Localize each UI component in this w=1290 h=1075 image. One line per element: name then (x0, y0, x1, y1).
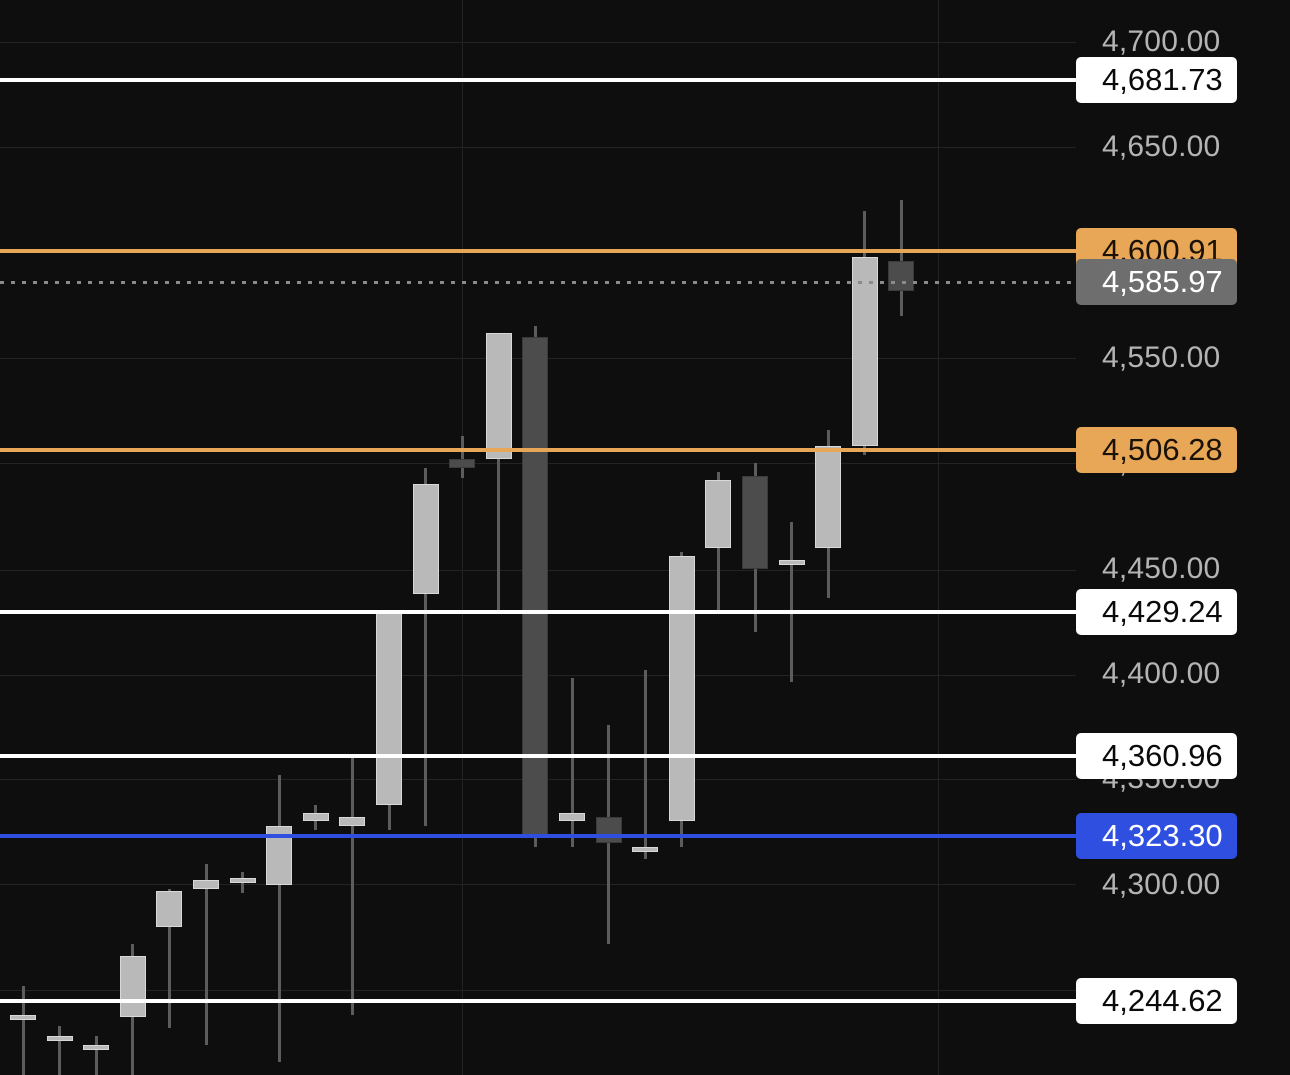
candle-body-up (559, 813, 585, 822)
candlestick[interactable] (376, 0, 402, 1075)
gridline-4650 (0, 147, 1076, 148)
price-tag-resistance-high[interactable]: 4,681.73 (1076, 57, 1237, 104)
gridline-vertical-1 (462, 0, 463, 1075)
candle-wick (204, 863, 208, 1045)
candle-wick (570, 678, 574, 847)
candle-body-up (668, 556, 695, 822)
candle-body-up (193, 880, 219, 889)
candlestick[interactable] (46, 0, 73, 1075)
price-axis[interactable]: 4,700.004,650.004,600.004,550.004,500.00… (1076, 0, 1290, 1075)
price-tag-support-white-upper[interactable]: 4,429.24 (1076, 589, 1237, 636)
candle-body-up (705, 480, 732, 548)
candle-body-up (412, 484, 439, 594)
candlestick[interactable] (742, 0, 768, 1075)
candlestick[interactable] (559, 0, 585, 1075)
price-line-support-white-upper[interactable] (0, 610, 1076, 615)
price-line-support-white-mid[interactable] (0, 754, 1076, 759)
candlestick[interactable] (302, 0, 329, 1075)
price-line-support-white-lower[interactable] (0, 999, 1076, 1004)
candle-wick (277, 775, 281, 1062)
price-tag-resistance-orange-lower[interactable]: 4,506.28 (1076, 427, 1237, 474)
candlestick[interactable] (851, 0, 878, 1075)
candle-wick (497, 332, 501, 611)
candle-wick (424, 467, 428, 826)
candlestick[interactable] (156, 0, 183, 1075)
candlestick[interactable] (83, 0, 110, 1075)
candle-wick (460, 435, 464, 479)
candlestick[interactable] (815, 0, 842, 1075)
price-line-resistance-orange-upper[interactable] (0, 248, 1076, 253)
candlestick[interactable] (193, 0, 219, 1075)
candle-body-down (888, 261, 915, 291)
candle-body-up (485, 332, 512, 460)
candlestick[interactable] (412, 0, 439, 1075)
candlestick[interactable] (485, 0, 512, 1075)
price-line-resistance-orange-lower[interactable] (0, 448, 1076, 453)
candle-wick (167, 888, 171, 1028)
gridline-vertical-2 (938, 0, 939, 1075)
candle-body-up (229, 878, 256, 884)
candle-body-down (742, 475, 768, 569)
candle-body-up (156, 890, 183, 927)
candlestick[interactable] (595, 0, 622, 1075)
candle-wick (21, 985, 25, 1075)
candle-wick (790, 522, 794, 683)
price-tag-last-price[interactable]: 4,585.97 (1076, 259, 1237, 306)
candlestick[interactable] (888, 0, 915, 1075)
candle-wick (94, 1036, 98, 1075)
candle-wick (899, 200, 903, 316)
candlestick[interactable] (705, 0, 732, 1075)
candlestick[interactable] (10, 0, 36, 1075)
candle-wick (58, 1025, 62, 1075)
candle-body-down (522, 336, 549, 839)
candle-body-up (632, 846, 659, 852)
price-tag-support-white-mid[interactable]: 4,360.96 (1076, 733, 1237, 780)
candle-body-up (376, 610, 402, 805)
price-tick-4550: 4,550.00 (1102, 341, 1221, 374)
candlestick[interactable] (266, 0, 293, 1075)
candlestick[interactable] (632, 0, 659, 1075)
candle-body-down (449, 459, 476, 468)
candle-body-up (339, 817, 366, 826)
candlestick[interactable] (339, 0, 366, 1075)
price-tag-entry-blue[interactable]: 4,323.30 (1076, 812, 1237, 859)
candlestick[interactable] (449, 0, 476, 1075)
candlestick[interactable] (229, 0, 256, 1075)
gridline-4700 (0, 42, 1076, 43)
candle-body-up (778, 560, 805, 566)
candle-body-up (815, 446, 842, 548)
candle-body-up (46, 1036, 73, 1042)
gridline-4300 (0, 884, 1076, 885)
gridline-4250 (0, 990, 1076, 991)
candlestick[interactable] (778, 0, 805, 1075)
candle-body-down (595, 817, 622, 843)
candle-wick (643, 669, 647, 860)
candle-body-up (83, 1044, 110, 1050)
candle-body-up (302, 813, 329, 822)
price-tick-4400: 4,400.00 (1102, 657, 1221, 690)
candle-body-up (119, 956, 146, 1018)
price-line-entry-blue[interactable] (0, 833, 1076, 838)
price-tick-4450: 4,450.00 (1102, 551, 1221, 585)
candle-body-up (10, 1015, 36, 1021)
candle-wick (350, 758, 354, 1016)
price-tick-4300: 4,300.00 (1102, 867, 1221, 901)
candlestick[interactable] (522, 0, 549, 1075)
candle-body-up (851, 256, 878, 447)
chart-plot-area[interactable] (0, 0, 1076, 1075)
price-line-last-price[interactable] (0, 281, 1076, 285)
candlestick[interactable] (119, 0, 146, 1075)
price-line-resistance-high[interactable] (0, 78, 1076, 83)
price-tag-support-white-lower[interactable]: 4,244.62 (1076, 978, 1237, 1025)
price-tick-4700: 4,700.00 (1102, 25, 1221, 58)
candlestick[interactable] (668, 0, 695, 1075)
price-tick-4650: 4,650.00 (1102, 130, 1221, 164)
